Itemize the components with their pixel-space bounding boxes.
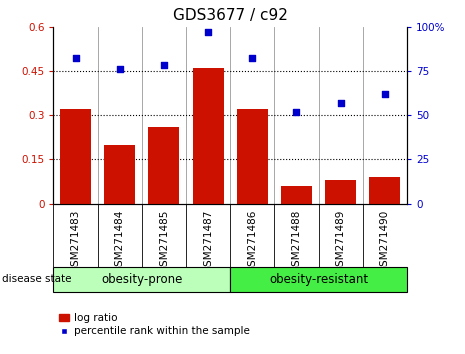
Title: GDS3677 / c92: GDS3677 / c92: [173, 7, 288, 23]
Text: obesity-resistant: obesity-resistant: [269, 273, 368, 286]
Text: GSM271487: GSM271487: [203, 210, 213, 273]
Point: [381, 91, 388, 97]
Point: [337, 100, 344, 105]
Text: GSM271486: GSM271486: [247, 210, 257, 273]
Bar: [230, 267, 407, 292]
Bar: [104, 144, 135, 204]
Bar: [325, 180, 356, 204]
Text: obesity-prone: obesity-prone: [101, 273, 182, 286]
Bar: [60, 109, 91, 204]
Text: GSM271485: GSM271485: [159, 210, 169, 273]
Point: [116, 66, 123, 72]
Text: GSM271488: GSM271488: [292, 210, 301, 273]
Point: [292, 109, 300, 114]
Point: [160, 63, 167, 68]
Point: [248, 56, 256, 61]
Text: disease state: disease state: [2, 274, 72, 284]
Text: GSM271483: GSM271483: [71, 210, 80, 273]
Bar: [369, 177, 400, 204]
Text: GSM271484: GSM271484: [115, 210, 125, 273]
Legend: log ratio, percentile rank within the sample: log ratio, percentile rank within the sa…: [59, 313, 250, 336]
Point: [72, 56, 79, 61]
Text: GSM271490: GSM271490: [380, 210, 390, 273]
Bar: [237, 109, 268, 204]
Text: GSM271489: GSM271489: [336, 210, 345, 273]
Bar: [193, 68, 224, 204]
Bar: [281, 186, 312, 204]
Bar: [53, 267, 230, 292]
Bar: [148, 127, 179, 204]
Point: [204, 29, 212, 35]
